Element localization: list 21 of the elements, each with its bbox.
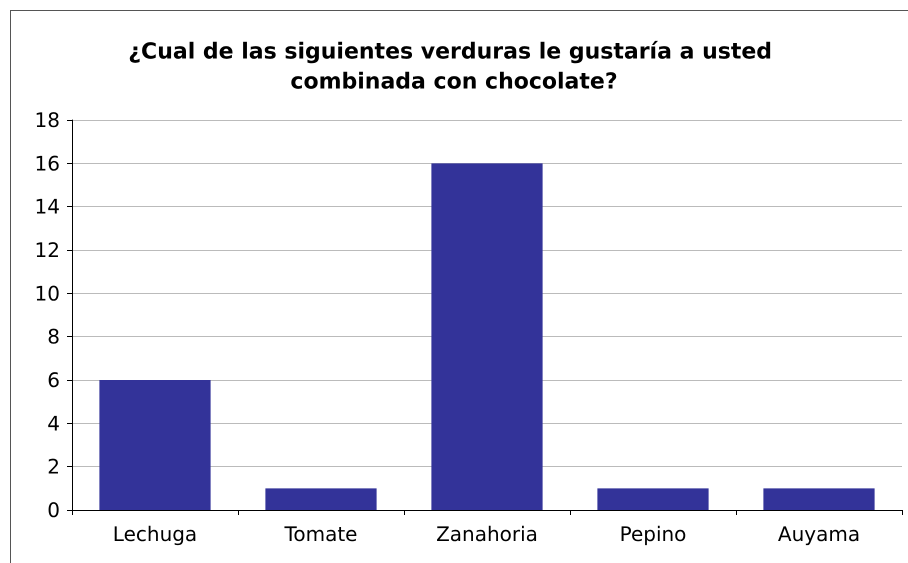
y-tick-label: 8 <box>47 324 60 349</box>
bar <box>431 163 543 510</box>
x-tick-label: Lechuga <box>112 522 198 546</box>
bar <box>99 380 211 510</box>
y-tick-label: 2 <box>47 454 60 479</box>
y-tick-label: 12 <box>34 238 60 262</box>
x-tick-label: Tomate <box>284 522 358 546</box>
y-tick-label: 18 <box>34 108 60 132</box>
chart-title: ¿Cual de las siguientes verduras le gustaría a usted combinada con chocolate? <box>128 40 780 94</box>
y-tick-label: 6 <box>47 368 60 392</box>
y-tick-label: 16 <box>34 151 60 176</box>
y-tick-label: 0 <box>47 498 60 522</box>
y-tick-label: 4 <box>47 411 60 436</box>
bar <box>763 488 875 510</box>
y-tick-label: 14 <box>34 194 60 219</box>
bar <box>597 488 709 510</box>
bar <box>265 488 377 510</box>
x-tick-label: Auyama <box>778 522 860 546</box>
x-tick-label: Zanahoria <box>436 522 538 546</box>
x-tick-label: Pepino <box>620 522 686 546</box>
y-tick-label: 10 <box>34 281 60 306</box>
